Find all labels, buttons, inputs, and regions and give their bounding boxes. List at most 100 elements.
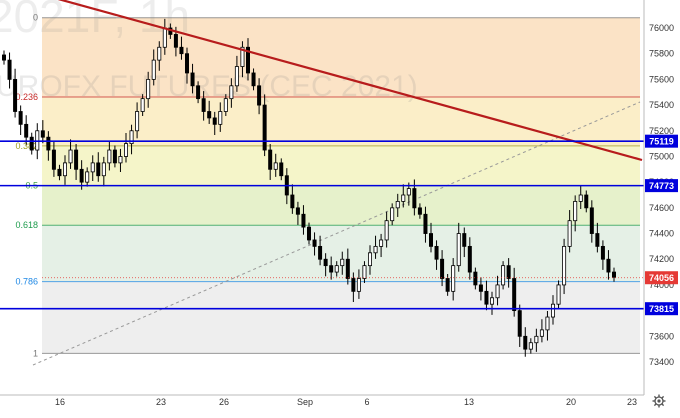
last-price-label: 74056 bbox=[649, 273, 674, 283]
candle-body bbox=[462, 233, 467, 247]
candle-body bbox=[600, 245, 605, 260]
candle-body bbox=[417, 207, 422, 215]
price-tick-label: 75400 bbox=[649, 100, 674, 110]
candle-body bbox=[523, 335, 528, 350]
candle-body bbox=[90, 162, 95, 173]
settings-button[interactable] bbox=[652, 394, 666, 408]
candle-body bbox=[556, 284, 561, 305]
candle-body bbox=[207, 111, 212, 119]
candle-body bbox=[85, 171, 90, 183]
candle-body bbox=[268, 149, 273, 170]
candle-body bbox=[301, 213, 306, 228]
candle-body bbox=[240, 46, 245, 67]
candle-body bbox=[234, 66, 239, 87]
candle-body bbox=[273, 162, 278, 170]
fib-level-label: 0.236 bbox=[15, 92, 38, 102]
candle-body bbox=[173, 34, 178, 48]
candle-body bbox=[584, 194, 589, 209]
candle-body bbox=[196, 85, 201, 100]
level-price-tag-label: 75119 bbox=[649, 136, 674, 146]
candle-body bbox=[96, 162, 101, 177]
candle-body bbox=[367, 252, 372, 267]
price-tick-label: 74000 bbox=[649, 280, 674, 290]
gear-icon[interactable] bbox=[652, 394, 666, 408]
fib-level-label: 0.618 bbox=[15, 220, 38, 230]
candle-body bbox=[57, 168, 62, 177]
candle-body bbox=[506, 265, 511, 279]
fib-zone bbox=[42, 185, 640, 226]
date-tick-label: Sep bbox=[297, 397, 313, 407]
watermark: 2021F, 1h EUROFX FUTURES (CEC 2021) bbox=[0, 0, 418, 103]
price-tick-label: 76000 bbox=[649, 23, 674, 33]
level-price-tag bbox=[645, 134, 678, 148]
projection-line-layer bbox=[32, 101, 641, 366]
candle-body bbox=[201, 98, 206, 112]
candle-body bbox=[467, 245, 472, 273]
date-tick-label: 6 bbox=[364, 397, 369, 407]
candle-body bbox=[428, 233, 433, 247]
candle-body bbox=[46, 136, 51, 151]
candle-body bbox=[501, 265, 506, 286]
date-tick-label: 23 bbox=[156, 397, 166, 407]
candle-body bbox=[334, 265, 339, 273]
price-tick-label: 75200 bbox=[649, 126, 674, 136]
candle-body bbox=[184, 53, 189, 74]
candle-body bbox=[279, 162, 284, 177]
price-tick-label: 75000 bbox=[649, 151, 674, 161]
candle-body bbox=[456, 233, 461, 267]
date-tick-label: 23 bbox=[627, 397, 637, 407]
candle-body bbox=[290, 194, 295, 209]
fib-level-label: 0.382 bbox=[15, 141, 38, 151]
level-price-tag-label: 74773 bbox=[649, 181, 674, 191]
level-price-tag bbox=[645, 179, 678, 193]
candle-body bbox=[101, 162, 106, 177]
candle-body bbox=[129, 130, 134, 145]
date-tick-label: 16 bbox=[55, 397, 65, 407]
candle-body bbox=[257, 85, 262, 106]
candle-body bbox=[112, 149, 117, 164]
candle-body bbox=[578, 194, 583, 202]
date-tick-label: 13 bbox=[464, 397, 474, 407]
candle-body bbox=[528, 342, 533, 350]
candle-body bbox=[329, 265, 334, 273]
candle-body bbox=[190, 72, 195, 87]
level-price-tag bbox=[645, 302, 678, 316]
candle-body bbox=[323, 258, 328, 267]
candle-body bbox=[534, 335, 539, 344]
price-tick-label: 75600 bbox=[649, 74, 674, 84]
candle-body bbox=[373, 245, 378, 254]
candle-body bbox=[24, 123, 29, 138]
candle-body bbox=[562, 245, 567, 286]
price-tick-label: 73400 bbox=[649, 357, 674, 367]
candle-body bbox=[484, 290, 489, 305]
candle-body bbox=[612, 271, 617, 278]
candle-body bbox=[212, 117, 217, 125]
candle-body bbox=[473, 271, 478, 286]
level-price-tag-label: 73815 bbox=[649, 304, 674, 314]
candle-body bbox=[379, 239, 384, 247]
candle-body bbox=[495, 284, 500, 299]
candle-body bbox=[606, 258, 611, 273]
candle-body bbox=[157, 46, 162, 61]
candle-body bbox=[345, 258, 350, 279]
fib-zone bbox=[42, 225, 640, 282]
fib-zone bbox=[42, 17, 640, 97]
candle-body bbox=[140, 98, 145, 112]
candle-body bbox=[318, 245, 323, 260]
fib-zone bbox=[42, 145, 640, 186]
candle-body bbox=[245, 46, 250, 74]
candle-body bbox=[384, 220, 389, 241]
watermark-top: 2021F, 1h bbox=[0, 0, 190, 42]
candle-body bbox=[18, 111, 23, 125]
candle-body bbox=[135, 111, 140, 132]
candle-body bbox=[7, 59, 12, 80]
candle-body bbox=[406, 188, 411, 196]
candle-body bbox=[545, 316, 550, 331]
candle-body bbox=[412, 188, 417, 209]
fib-zones bbox=[42, 17, 640, 354]
candle-body bbox=[312, 239, 317, 247]
candle-body bbox=[478, 284, 483, 292]
candle-body bbox=[362, 265, 367, 279]
